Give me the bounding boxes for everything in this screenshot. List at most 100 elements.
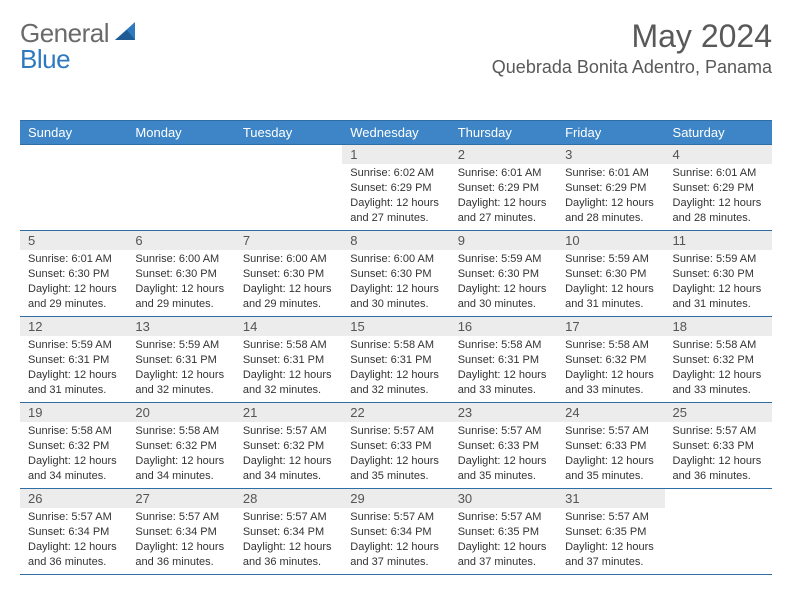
calendar-cell: 28Sunrise: 5:57 AMSunset: 6:34 PMDayligh… (235, 489, 342, 575)
day-number: 31 (557, 489, 664, 508)
day-details: Sunrise: 5:57 AMSunset: 6:33 PMDaylight:… (342, 422, 449, 487)
day-details: Sunrise: 5:58 AMSunset: 6:32 PMDaylight:… (20, 422, 127, 487)
calendar-cell: 6Sunrise: 6:00 AMSunset: 6:30 PMDaylight… (127, 231, 234, 317)
day-number: 2 (450, 145, 557, 164)
calendar-cell: 29Sunrise: 5:57 AMSunset: 6:34 PMDayligh… (342, 489, 449, 575)
calendar-cell: 5Sunrise: 6:01 AMSunset: 6:30 PMDaylight… (20, 231, 127, 317)
day-number: 4 (665, 145, 772, 164)
calendar-cell: 16Sunrise: 5:58 AMSunset: 6:31 PMDayligh… (450, 317, 557, 403)
day-details: Sunrise: 5:57 AMSunset: 6:35 PMDaylight:… (557, 508, 664, 573)
day-number: 16 (450, 317, 557, 336)
day-details: Sunrise: 5:57 AMSunset: 6:34 PMDaylight:… (20, 508, 127, 573)
day-number: 29 (342, 489, 449, 508)
day-details: Sunrise: 5:58 AMSunset: 6:31 PMDaylight:… (235, 336, 342, 401)
calendar-cell: 22Sunrise: 5:57 AMSunset: 6:33 PMDayligh… (342, 403, 449, 489)
calendar-cell: 31Sunrise: 5:57 AMSunset: 6:35 PMDayligh… (557, 489, 664, 575)
day-number: 12 (20, 317, 127, 336)
calendar-cell (20, 145, 127, 231)
day-number: 11 (665, 231, 772, 250)
calendar-cell: 10Sunrise: 5:59 AMSunset: 6:30 PMDayligh… (557, 231, 664, 317)
day-details: Sunrise: 5:57 AMSunset: 6:33 PMDaylight:… (450, 422, 557, 487)
day-details: Sunrise: 6:00 AMSunset: 6:30 PMDaylight:… (127, 250, 234, 315)
day-details: Sunrise: 5:57 AMSunset: 6:33 PMDaylight:… (665, 422, 772, 487)
day-details: Sunrise: 5:57 AMSunset: 6:32 PMDaylight:… (235, 422, 342, 487)
day-number: 13 (127, 317, 234, 336)
day-number: 17 (557, 317, 664, 336)
day-header: Thursday (450, 121, 557, 145)
day-details: Sunrise: 6:01 AMSunset: 6:29 PMDaylight:… (557, 164, 664, 229)
day-details: Sunrise: 5:59 AMSunset: 6:30 PMDaylight:… (450, 250, 557, 315)
day-header: Saturday (665, 121, 772, 145)
day-number: 23 (450, 403, 557, 422)
calendar-cell: 15Sunrise: 5:58 AMSunset: 6:31 PMDayligh… (342, 317, 449, 403)
day-details: Sunrise: 5:57 AMSunset: 6:34 PMDaylight:… (235, 508, 342, 573)
calendar-cell: 13Sunrise: 5:59 AMSunset: 6:31 PMDayligh… (127, 317, 234, 403)
day-number: 10 (557, 231, 664, 250)
calendar-cell: 21Sunrise: 5:57 AMSunset: 6:32 PMDayligh… (235, 403, 342, 489)
day-details: Sunrise: 5:59 AMSunset: 6:31 PMDaylight:… (127, 336, 234, 401)
day-number: 22 (342, 403, 449, 422)
calendar-cell: 7Sunrise: 6:00 AMSunset: 6:30 PMDaylight… (235, 231, 342, 317)
calendar-row: 26Sunrise: 5:57 AMSunset: 6:34 PMDayligh… (20, 489, 772, 575)
day-details: Sunrise: 6:01 AMSunset: 6:30 PMDaylight:… (20, 250, 127, 315)
location: Quebrada Bonita Adentro, Panama (492, 57, 772, 78)
day-number: 18 (665, 317, 772, 336)
calendar-cell: 18Sunrise: 5:58 AMSunset: 6:32 PMDayligh… (665, 317, 772, 403)
logo-text-blue: Blue (20, 44, 70, 74)
day-number: 5 (20, 231, 127, 250)
month-title: May 2024 (492, 18, 772, 55)
day-number: 26 (20, 489, 127, 508)
calendar-row: 1Sunrise: 6:02 AMSunset: 6:29 PMDaylight… (20, 145, 772, 231)
day-details: Sunrise: 5:57 AMSunset: 6:34 PMDaylight:… (342, 508, 449, 573)
header: General May 2024 Quebrada Bonita Adentro… (20, 18, 772, 78)
calendar-cell: 4Sunrise: 6:01 AMSunset: 6:29 PMDaylight… (665, 145, 772, 231)
calendar-cell: 9Sunrise: 5:59 AMSunset: 6:30 PMDaylight… (450, 231, 557, 317)
day-number: 6 (127, 231, 234, 250)
calendar-cell: 25Sunrise: 5:57 AMSunset: 6:33 PMDayligh… (665, 403, 772, 489)
calendar-body: 1Sunrise: 6:02 AMSunset: 6:29 PMDaylight… (20, 145, 772, 575)
calendar-cell (235, 145, 342, 231)
day-number: 20 (127, 403, 234, 422)
day-header: Sunday (20, 121, 127, 145)
day-number: 28 (235, 489, 342, 508)
day-details: Sunrise: 6:02 AMSunset: 6:29 PMDaylight:… (342, 164, 449, 229)
calendar-cell: 27Sunrise: 5:57 AMSunset: 6:34 PMDayligh… (127, 489, 234, 575)
day-header: Wednesday (342, 121, 449, 145)
day-number: 15 (342, 317, 449, 336)
day-number: 21 (235, 403, 342, 422)
day-number: 19 (20, 403, 127, 422)
calendar-cell: 11Sunrise: 5:59 AMSunset: 6:30 PMDayligh… (665, 231, 772, 317)
day-number: 3 (557, 145, 664, 164)
calendar-cell: 20Sunrise: 5:58 AMSunset: 6:32 PMDayligh… (127, 403, 234, 489)
day-number: 1 (342, 145, 449, 164)
calendar-cell: 19Sunrise: 5:58 AMSunset: 6:32 PMDayligh… (20, 403, 127, 489)
day-details: Sunrise: 5:57 AMSunset: 6:35 PMDaylight:… (450, 508, 557, 573)
calendar-row: 5Sunrise: 6:01 AMSunset: 6:30 PMDaylight… (20, 231, 772, 317)
day-details: Sunrise: 5:58 AMSunset: 6:31 PMDaylight:… (450, 336, 557, 401)
calendar-cell: 1Sunrise: 6:02 AMSunset: 6:29 PMDaylight… (342, 145, 449, 231)
title-block: May 2024 Quebrada Bonita Adentro, Panama (492, 18, 772, 78)
day-number: 27 (127, 489, 234, 508)
day-details: Sunrise: 5:59 AMSunset: 6:30 PMDaylight:… (665, 250, 772, 315)
calendar-row: 12Sunrise: 5:59 AMSunset: 6:31 PMDayligh… (20, 317, 772, 403)
logo-sail-icon (113, 20, 137, 47)
day-number: 30 (450, 489, 557, 508)
day-header: Tuesday (235, 121, 342, 145)
day-details: Sunrise: 5:59 AMSunset: 6:30 PMDaylight:… (557, 250, 664, 315)
calendar-table: SundayMondayTuesdayWednesdayThursdayFrid… (20, 120, 772, 575)
logo-blue-row: Blue (20, 44, 70, 75)
day-details: Sunrise: 5:58 AMSunset: 6:31 PMDaylight:… (342, 336, 449, 401)
calendar-cell: 30Sunrise: 5:57 AMSunset: 6:35 PMDayligh… (450, 489, 557, 575)
calendar-cell (665, 489, 772, 575)
calendar-cell: 12Sunrise: 5:59 AMSunset: 6:31 PMDayligh… (20, 317, 127, 403)
day-details: Sunrise: 5:58 AMSunset: 6:32 PMDaylight:… (127, 422, 234, 487)
calendar-cell: 2Sunrise: 6:01 AMSunset: 6:29 PMDaylight… (450, 145, 557, 231)
day-details: Sunrise: 5:58 AMSunset: 6:32 PMDaylight:… (665, 336, 772, 401)
day-details: Sunrise: 6:01 AMSunset: 6:29 PMDaylight:… (665, 164, 772, 229)
calendar-cell: 26Sunrise: 5:57 AMSunset: 6:34 PMDayligh… (20, 489, 127, 575)
day-header: Monday (127, 121, 234, 145)
day-number: 14 (235, 317, 342, 336)
calendar-row: 19Sunrise: 5:58 AMSunset: 6:32 PMDayligh… (20, 403, 772, 489)
calendar-cell: 17Sunrise: 5:58 AMSunset: 6:32 PMDayligh… (557, 317, 664, 403)
day-header-row: SundayMondayTuesdayWednesdayThursdayFrid… (20, 121, 772, 145)
